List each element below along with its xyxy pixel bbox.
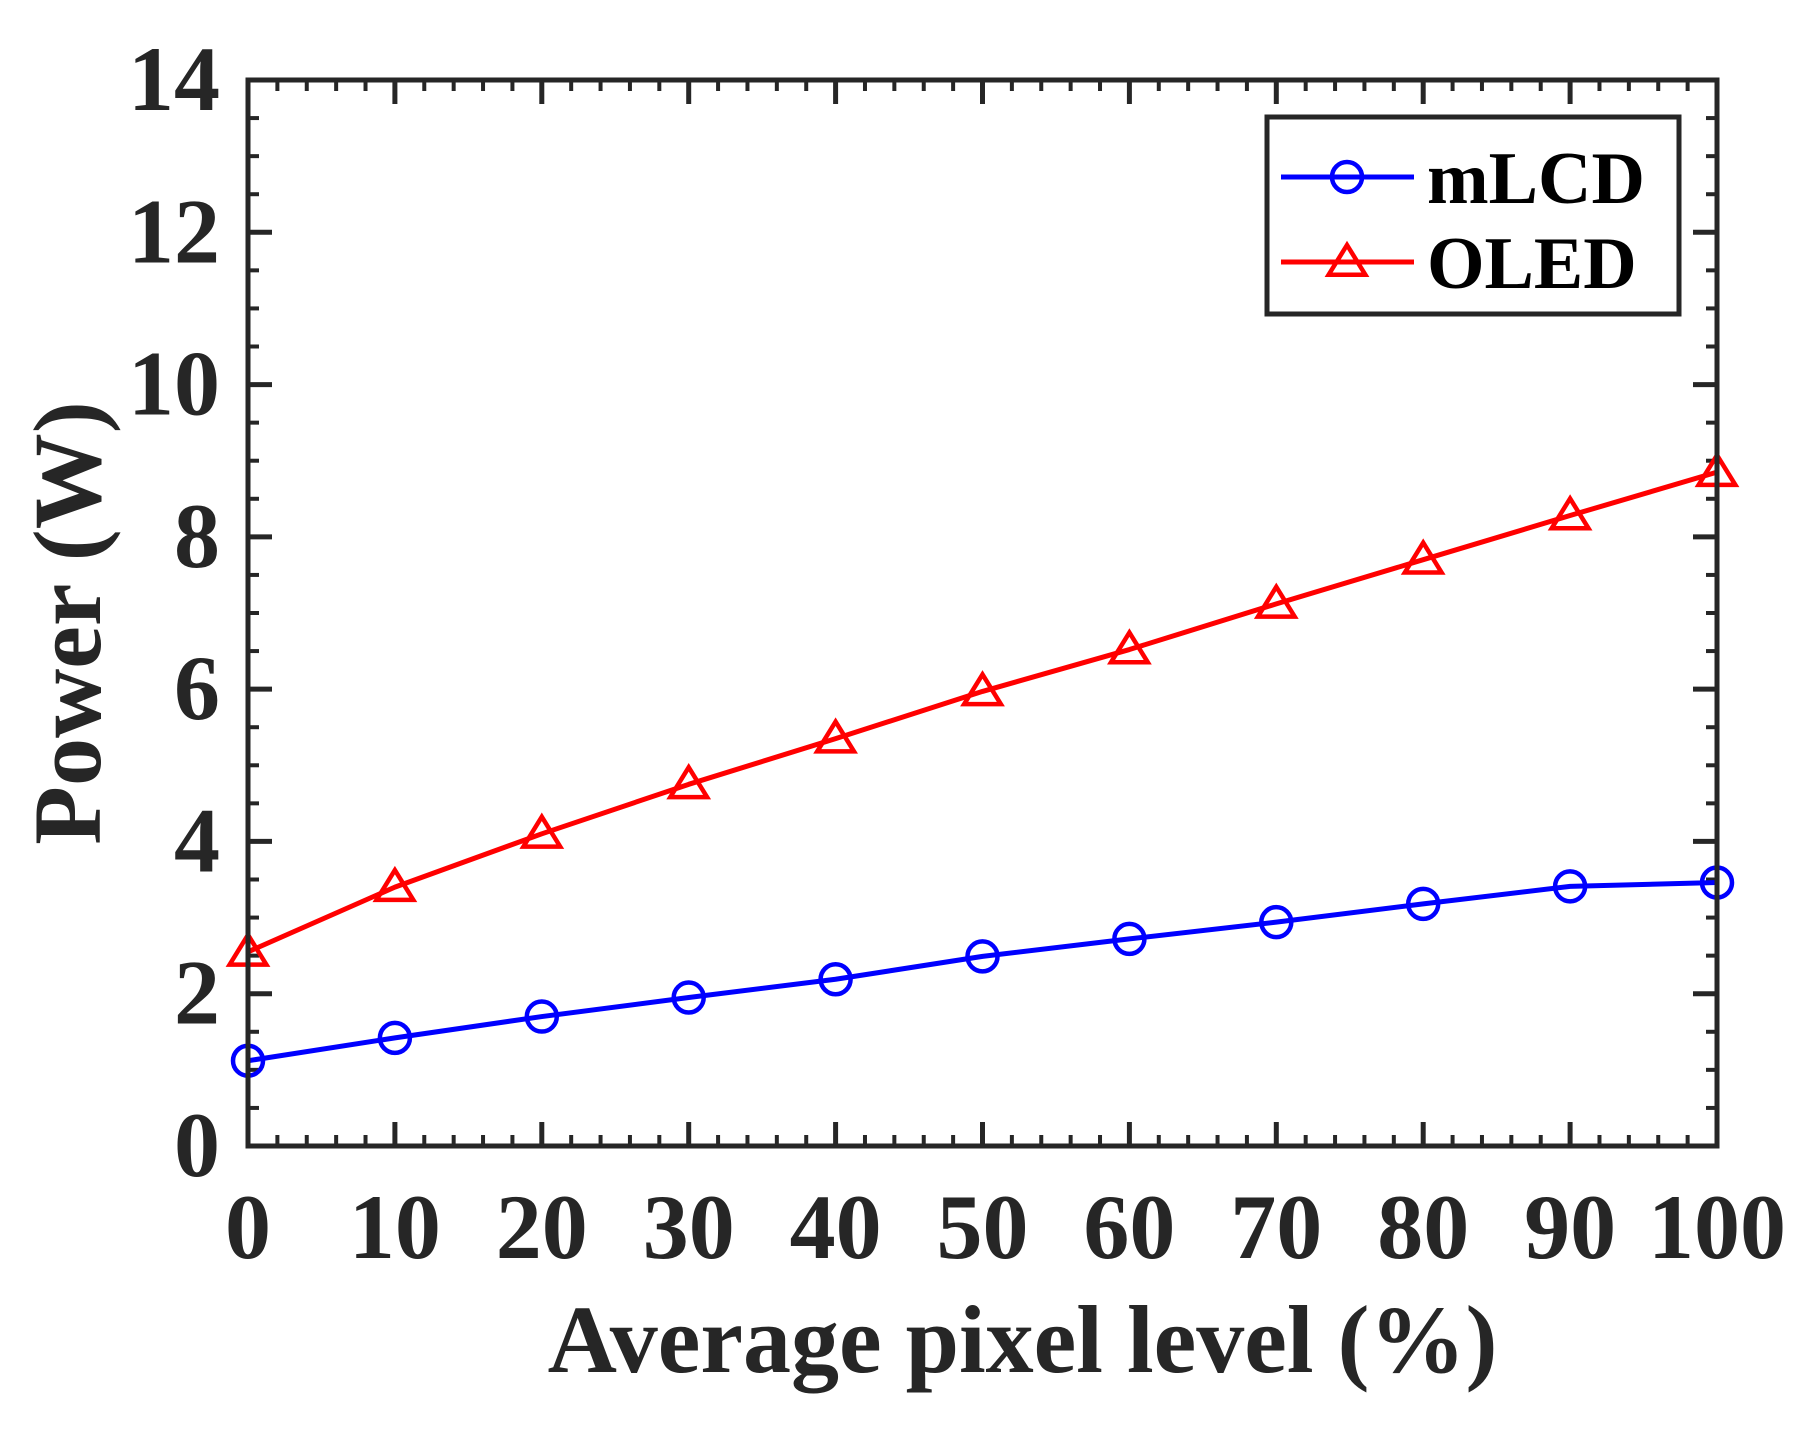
legend-item-oled: OLED xyxy=(1281,223,1637,305)
legend-item-mlcd: mLCD xyxy=(1281,138,1645,220)
x-tick-label: 50 xyxy=(937,1176,1029,1278)
data-point-mlcd xyxy=(671,980,706,1015)
y-tick-labels: 0 2 4 6 8 10 12 14 xyxy=(128,28,220,1196)
series-layer xyxy=(225,450,1740,1078)
x-tick-label: 0 xyxy=(225,1176,271,1278)
y-axis-title: Power (W) xyxy=(14,401,121,844)
series-mlcd xyxy=(230,865,1735,1078)
data-point-oled xyxy=(1400,538,1446,575)
data-point-oled xyxy=(1253,582,1299,619)
series-oled xyxy=(225,450,1740,967)
data-point-oled xyxy=(1107,628,1152,665)
x-axis-title: Average pixel level (%) xyxy=(548,1286,1498,1393)
y-tick-label: 4 xyxy=(174,789,220,891)
y-tick-label: 12 xyxy=(128,180,220,282)
x-tick-label: 60 xyxy=(1083,1176,1175,1278)
data-point-mlcd xyxy=(1259,904,1294,940)
data-point-mlcd xyxy=(818,961,853,997)
data-point-oled xyxy=(666,763,712,800)
data-point-mlcd xyxy=(1405,886,1441,922)
y-tick-label: 6 xyxy=(174,637,220,739)
data-point-oled xyxy=(372,865,418,903)
y-tick-label: 8 xyxy=(174,485,220,587)
legend-box xyxy=(1264,114,1682,317)
data-point-oled xyxy=(519,812,565,849)
y-tick-label: 10 xyxy=(128,333,220,435)
data-point-mlcd xyxy=(965,939,1000,974)
legend-label-mlcd: mLCD xyxy=(1427,138,1645,220)
data-point-oled xyxy=(960,670,1005,707)
legend-marker-oled xyxy=(1324,240,1370,277)
x-tick-label: 20 xyxy=(496,1176,588,1278)
y-tick-label: 0 xyxy=(174,1094,220,1196)
x-tick-label: 80 xyxy=(1377,1176,1469,1278)
x-tick-label: 30 xyxy=(643,1176,735,1278)
x-tick-label: 100 xyxy=(1648,1176,1786,1278)
plot-frame xyxy=(245,77,1720,1149)
y-tick-label: 2 xyxy=(174,942,220,1044)
data-point-mlcd xyxy=(377,1020,413,1056)
legend-label-oled: OLED xyxy=(1427,223,1637,305)
y-tick-label: 14 xyxy=(128,28,220,130)
x-tick-label: 70 xyxy=(1230,1176,1322,1278)
data-point-mlcd xyxy=(524,999,560,1034)
x-tick-label: 90 xyxy=(1524,1176,1616,1278)
data-point-mlcd xyxy=(1112,921,1147,957)
data-point-mlcd xyxy=(1552,869,1588,904)
x-tick-label: 40 xyxy=(790,1176,882,1278)
legend-marker-mlcd xyxy=(1329,159,1365,195)
series-line-mlcd xyxy=(247,880,1718,1064)
data-point-oled xyxy=(813,717,858,754)
x-tick-label: 10 xyxy=(349,1176,441,1278)
x-tick-labels: 0 10 20 30 40 50 60 70 80 90 100 xyxy=(225,1176,1786,1278)
series-line-oled xyxy=(246,469,1718,955)
data-point-oled xyxy=(1547,494,1593,531)
